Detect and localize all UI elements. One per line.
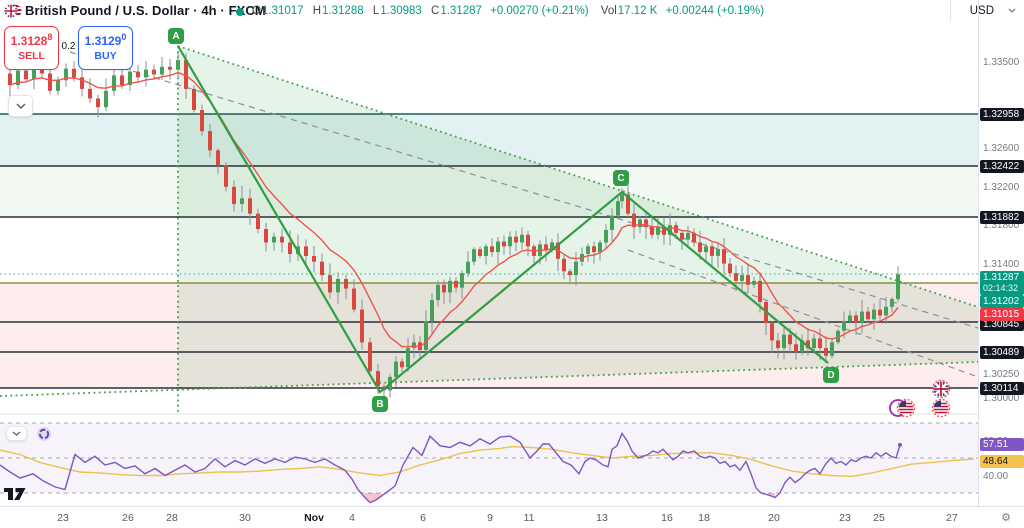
time-axis-label: 23	[839, 512, 851, 524]
chevron-down-icon	[12, 431, 21, 436]
time-axis-label: 9	[487, 512, 493, 524]
chart-header: British Pound / U.S. Dollar · 4h · FXCM …	[0, 0, 978, 22]
us-event-flag-icon-left[interactable]	[896, 398, 916, 418]
price-scale-label: 1.32200	[983, 181, 1020, 193]
high-label: H	[312, 5, 322, 17]
chevron-down-icon	[15, 103, 26, 109]
price-scale-label: 40.00	[983, 470, 1009, 482]
close-label: C	[431, 5, 440, 17]
dashed-trendline	[69, 51, 979, 329]
price-scale-label: 1.30250	[983, 368, 1020, 380]
sell-button[interactable]: 1.31288 SELL	[4, 26, 59, 70]
time-axis[interactable]: ⚙ 23 26 28 30 Nov 4 6 9 11 13 16 18 20 23 25 27	[0, 506, 1024, 528]
open-value: 1.31017	[261, 5, 304, 17]
rsi-line	[0, 432, 901, 504]
dashed-trendline	[627, 249, 979, 378]
sell-label: SELL	[18, 50, 45, 62]
pattern-point-badge-d[interactable]: D	[823, 367, 839, 383]
time-axis-label: 20	[768, 512, 780, 524]
price-scale-label: 48.64	[980, 454, 1024, 468]
header-divider	[950, 0, 951, 21]
volume-label: Vol	[600, 5, 617, 17]
close-value: 1.31287	[440, 5, 482, 17]
chevron-down-icon	[1008, 8, 1016, 13]
spread-value: 0.2	[61, 41, 76, 52]
open-label: O	[252, 5, 261, 17]
rsi-pane-collapse-button[interactable]	[6, 426, 27, 441]
time-axis-label: 4	[349, 512, 355, 524]
time-axis-label: 23	[57, 512, 69, 524]
us-event-flag-icon[interactable]	[931, 398, 951, 418]
symbol-pair-flags-icon	[4, 4, 22, 18]
ohlc-readout: O1.31017 H1.31288 L1.30983 C1.31287 +0.0…	[252, 5, 764, 17]
time-axis-settings-gear-icon[interactable]: ⚙	[1001, 512, 1011, 524]
pattern-point-badge-b[interactable]: B	[372, 396, 388, 412]
triangle-pattern-fill	[178, 46, 978, 390]
price-scale-label: 57.51	[980, 437, 1024, 451]
time-axis-label: 25	[873, 512, 885, 524]
volume-value: 17.12 K	[617, 5, 658, 17]
rsi-last-point	[898, 442, 902, 447]
price-scale-label: 1.31882	[980, 210, 1024, 224]
time-axis-label: 18	[698, 512, 710, 524]
time-axis-label: 28	[166, 512, 178, 524]
last-price-value: 1.31287	[983, 272, 1020, 283]
triangle-lower-edge	[0, 361, 979, 397]
change-value: +0.00270 (+0.21%)	[490, 5, 589, 17]
time-axis-label: Nov	[304, 512, 324, 524]
time-axis-label: 30	[239, 512, 251, 524]
price-scale-label: 1.30489	[980, 345, 1024, 359]
price-scale-label: 1.31400	[983, 258, 1020, 270]
time-axis-label: 16	[661, 512, 673, 524]
time-axis-label: 27	[946, 512, 958, 524]
price-scale-label: 1.31202	[980, 294, 1024, 308]
last-price-countdown-label: 1.31287 02:14:32	[980, 271, 1024, 295]
market-open-dot[interactable]	[236, 8, 244, 16]
price-scale-label: 1.32958	[980, 107, 1024, 121]
price-scale-label: 1.30114	[980, 381, 1024, 395]
pattern-point-badge-a[interactable]: A	[168, 28, 184, 44]
moving-average-line	[9, 71, 899, 348]
sell-price: 1.31288	[10, 32, 53, 48]
volume-change-value: +0.00244 (+0.19%)	[665, 5, 765, 17]
trade-panel-collapse-button[interactable]	[8, 95, 33, 117]
price-scale-label: 1.32422	[980, 159, 1024, 173]
bar-countdown: 02:14:32	[983, 283, 1019, 293]
high-value: 1.31288	[322, 5, 364, 17]
price-scale-label: 1.31800	[983, 219, 1020, 231]
buy-button[interactable]: 1.31290 BUY	[78, 26, 133, 70]
rsi_ma-line	[0, 445, 975, 478]
price-scale-label: 1.33500	[983, 56, 1020, 68]
buy-label: BUY	[94, 50, 117, 62]
low-label: L	[372, 5, 380, 17]
time-axis-label: 13	[596, 512, 608, 524]
low-value: 1.30983	[380, 5, 422, 17]
time-axis-label: 11	[523, 512, 535, 524]
price-scale-label: 1.30845	[980, 317, 1024, 331]
price-scale-label: 1.30000	[983, 392, 1020, 404]
price-scale[interactable]: 1.31287 02:14:32 1.33500 1.32600 1.32200 1.…	[978, 0, 1024, 506]
symbol-title[interactable]: British Pound / U.S. Dollar · 4h · FXCM	[25, 3, 266, 18]
currency-dropdown[interactable]: USD	[970, 0, 1016, 21]
rsi-indicator-loading-icon	[37, 427, 51, 441]
tradingview-logo[interactable]	[4, 486, 30, 502]
price-scale-label: 1.32600	[983, 142, 1020, 154]
pattern-point-badge-c[interactable]: C	[613, 170, 629, 186]
currency-label: USD	[969, 4, 994, 17]
abcd-zigzag-line	[177, 45, 829, 394]
time-axis-label: 26	[122, 512, 134, 524]
time-axis-label: 6	[420, 512, 426, 524]
buy-price: 1.31290	[84, 32, 127, 48]
price-scale-label: 1.31015	[980, 307, 1024, 321]
